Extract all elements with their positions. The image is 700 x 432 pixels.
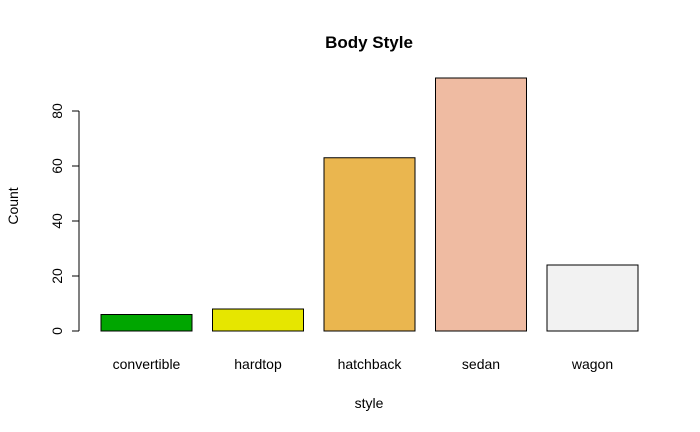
category-label-hardtop: hardtop	[234, 356, 282, 372]
bar-convertible	[100, 314, 193, 332]
bar-hardtop	[212, 308, 304, 332]
category-label-sedan: sedan	[462, 356, 500, 372]
x-axis-label: style	[355, 395, 384, 411]
bars-group	[100, 77, 639, 332]
y-tick-label-80: 80	[49, 103, 65, 119]
y-tick-label-40: 40	[49, 213, 65, 229]
category-label-wagon: wagon	[571, 356, 613, 372]
y-axis: 0 20 40 60 80	[49, 103, 80, 335]
bar-sedan	[435, 77, 527, 332]
bar-wagon	[546, 264, 639, 332]
y-tick-label-20: 20	[49, 268, 65, 284]
category-label-convertible: convertible	[113, 356, 181, 372]
chart-title: Body Style	[325, 33, 413, 52]
y-tick-label-60: 60	[49, 158, 65, 174]
bar-hatchback	[323, 157, 416, 332]
x-axis-categories: convertible hardtop hatchback sedan wagon	[113, 356, 613, 372]
y-axis-label: Count	[5, 187, 21, 224]
category-label-hatchback: hatchback	[338, 356, 403, 372]
y-tick-label-0: 0	[49, 327, 65, 335]
